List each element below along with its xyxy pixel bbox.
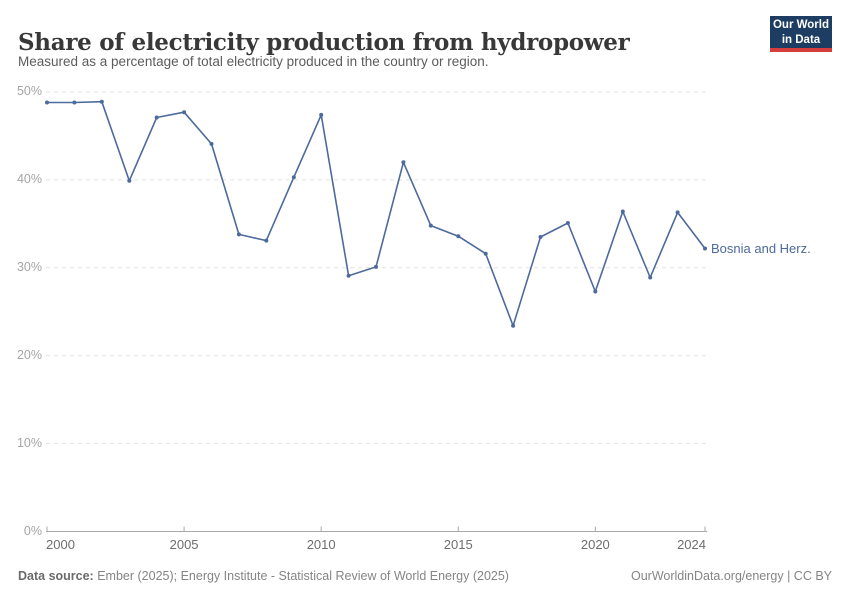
y-axis-label-0: 0% [23,523,42,538]
data-point-2013 [401,160,406,165]
chart-subtitle: Measured as a percentage of total electr… [18,54,489,69]
data-point-2002 [99,99,104,104]
data-source-label: Data source: [18,569,94,583]
data-point-2023 [675,210,680,215]
data-point-2001 [72,100,77,105]
data-point-2009 [291,175,296,180]
data-point-2017 [511,323,516,328]
data-point-2024 [703,246,707,251]
page-title: Share of electricity production from hyd… [18,29,630,57]
y-axis-label-20: 20% [16,347,42,362]
data-point-2020 [593,289,598,294]
data-point-2018 [538,235,543,239]
data-point-2022 [648,275,653,280]
data-point-2021 [620,209,625,214]
data-line-bosnia [46,100,706,327]
data-source-text: Ember (2025); Energy Institute - Statist… [93,569,509,583]
owid-logo-line1: Our World [772,18,829,31]
data-point-2010 [319,112,324,117]
owid-logo: Our World in Data [770,16,832,52]
x-axis-label-2000: 2000 [46,537,75,552]
y-axis-label-50: 50% [16,84,42,98]
series-end-label: Bosnia and Herz. [711,241,811,256]
y-axis-label-40: 40% [16,171,42,186]
data-point-2015 [456,234,461,239]
y-axis-label-10: 10% [16,435,42,450]
x-axis-label-2020: 2020 [580,537,610,552]
data-point-2012 [374,264,378,269]
license-note: OurWorldinData.org/energy | CC BY [630,569,832,583]
owid-logo-line2: in Data [781,33,821,46]
x-axis-label-2015: 2015 [443,537,473,552]
data-point-2000 [45,100,49,105]
data-point-2008 [264,238,269,243]
data-source-note: Data source: Ember (2025); Energy Instit… [18,569,509,583]
x-axis-label-2010: 2010 [306,537,336,552]
data-point-2003 [127,178,132,183]
y-axis-label-30: 30% [16,259,42,274]
data-point-2014 [428,223,433,228]
data-point-2006 [209,141,214,146]
x-axis-label-2005: 2005 [169,537,199,552]
data-point-2016 [483,251,488,256]
data-point-2011 [346,273,351,278]
data-point-2004 [154,115,159,120]
data-point-2019 [565,221,570,225]
chart-footer: Data source: Ember (2025); Energy Instit… [0,569,850,583]
data-point-2007 [236,232,241,237]
data-point-2005 [182,110,187,115]
x-axis-label-2024: 2024 [677,537,706,552]
